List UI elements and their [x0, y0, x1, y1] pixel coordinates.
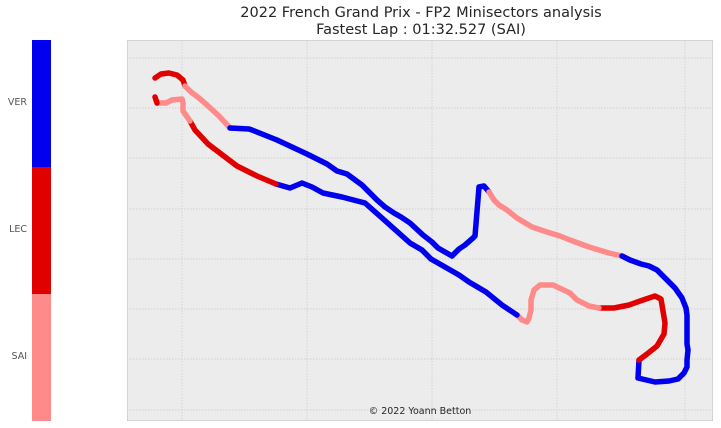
- track-segment-sai: [154, 96, 193, 124]
- track-segment-lec: [187, 118, 279, 187]
- colorbar-label-ver: VER: [7, 97, 27, 108]
- credit-text: © 2022 Yoann Betton: [368, 406, 472, 417]
- colorbar-label-sai: SAI: [11, 351, 27, 362]
- colorbar-label-lec: LEC: [9, 224, 27, 235]
- track-map-plot: [127, 40, 713, 421]
- track-segment-lec: [152, 70, 188, 89]
- driver-colorbar: [32, 40, 51, 421]
- chart-title: 2022 French Grand Prix - FP2 Minisectors…: [128, 5, 714, 39]
- track-path: [152, 70, 691, 385]
- chart-title-line-2: Fastest Lap : 01:32.527 (SAI): [316, 22, 526, 38]
- track-segment-sai: [486, 189, 625, 259]
- track-segment-ver: [619, 253, 691, 385]
- colorbar-segment-ver: [32, 40, 51, 167]
- colorbar-segment-sai: [32, 294, 51, 421]
- track-segment-ver: [227, 125, 492, 259]
- chart-title-line-1: 2022 French Grand Prix - FP2 Minisectors…: [240, 5, 602, 21]
- track-segment-lec: [596, 293, 668, 363]
- track-segment-ver: [273, 180, 520, 318]
- track-segment-sai: [182, 83, 233, 131]
- track-segment-lec: [152, 94, 160, 106]
- colorbar-segment-lec: [32, 167, 51, 294]
- track-segment-sai: [514, 282, 602, 325]
